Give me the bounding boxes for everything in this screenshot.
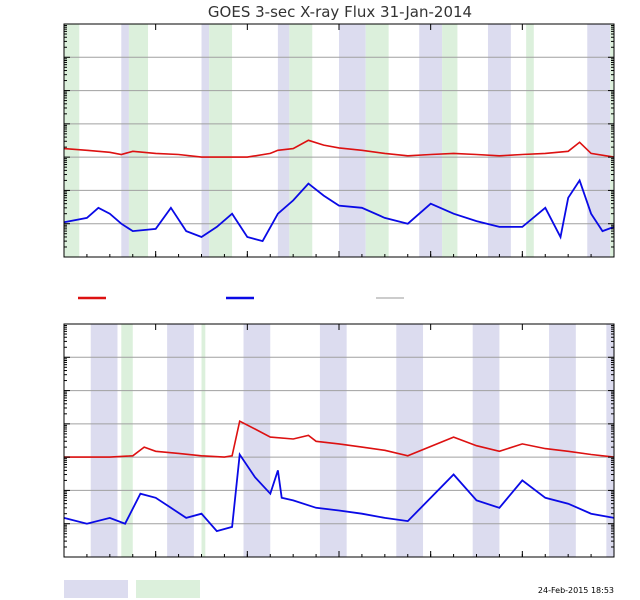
series-line [63,139,615,158]
saa-band [128,24,149,257]
night-band [277,24,290,257]
series-line [63,178,615,243]
night-band [121,24,129,257]
saa-band [442,24,458,257]
top-panel [63,23,615,258]
night-band [419,24,443,257]
legend [64,296,404,598]
chart-title: GOES 3-sec X-ray Flux 31-Jan-2014 [208,3,472,21]
night-band [339,24,366,257]
night-band [396,324,424,557]
night-band [201,24,210,257]
saa-band [526,24,534,257]
saa-band [365,24,389,257]
saa-band [209,24,233,257]
night-band [243,324,271,557]
night-band [549,324,576,557]
night-band [167,324,194,557]
night-band [319,324,347,557]
saa-band [610,24,614,257]
band-legend-swatch [136,580,200,598]
timestamp: 24-Feb-2015 18:53 [538,586,614,595]
saa-band [121,324,133,557]
night-band [487,24,511,257]
series-line [63,451,615,533]
bottom-panel [63,323,615,558]
night-band [472,324,500,557]
saa-band [201,324,206,557]
night-band [606,324,614,557]
band-legend-swatch [64,580,128,598]
saa-band [64,24,80,257]
night-band [587,24,611,257]
series-line [64,420,615,458]
